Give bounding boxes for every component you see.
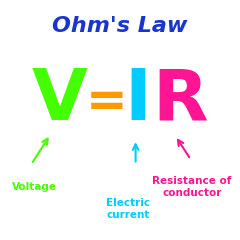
Text: V: V [32, 66, 88, 135]
Text: Resistance of
conductor: Resistance of conductor [152, 176, 232, 198]
Text: Electric
current: Electric current [106, 198, 150, 220]
Text: R: R [152, 66, 208, 135]
Text: I: I [125, 66, 151, 135]
Text: =: = [86, 78, 128, 126]
Text: Voltage: Voltage [12, 182, 57, 192]
Text: Ohm's Law: Ohm's Law [52, 16, 188, 36]
